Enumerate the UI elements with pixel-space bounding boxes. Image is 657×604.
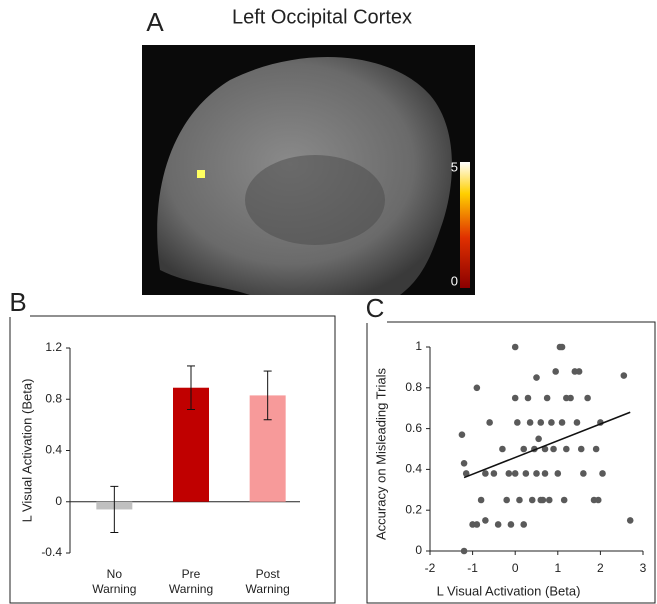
point [563,445,570,453]
point [458,431,466,439]
x-tick-label: 2 [597,561,604,575]
point [514,419,521,426]
point [507,521,515,528]
point [552,368,559,375]
x-tick-label: Post Warning [246,567,290,596]
panel-label: C [366,293,385,323]
point [548,419,555,426]
point [505,470,513,477]
point [499,445,506,453]
point [511,470,519,477]
point [541,470,549,477]
panel-label-bg [365,297,387,323]
point [473,521,481,528]
point [520,445,528,453]
point [563,394,570,402]
point [558,343,566,351]
x-tick-label: No Warning [92,567,136,596]
point [573,419,581,426]
point [626,517,634,524]
point [482,517,489,524]
y-tick-label: 0 [55,494,62,508]
point [473,384,481,392]
point [594,496,602,504]
point [620,372,628,379]
x-axis-label: L Visual Activation (Beta) [437,583,581,598]
point [526,419,534,426]
y-tick-label: 0 [415,543,422,557]
panel-title: Left Occipital Cortex [232,6,412,28]
point [537,419,545,426]
point [560,496,568,504]
y-tick-label: 1.2 [45,340,62,354]
panel-label: A [146,7,164,37]
point [592,445,600,453]
x-tick-label: 3 [640,561,647,575]
brain-structure [245,155,385,245]
y-axis-label: L Visual Activation (Beta) [19,379,34,523]
y-tick-label: 0.4 [405,462,422,476]
point [535,435,542,443]
panel-label: B [9,287,26,317]
point [503,496,510,504]
y-axis-label: Accuracy on Misleading Trials [373,368,388,540]
y-tick-label: 0.8 [405,380,422,394]
point [599,470,606,477]
point [558,419,566,426]
activation-spot [197,170,205,178]
point [511,394,519,402]
panel-b-frame [9,315,336,604]
x-tick-label: 1 [554,561,561,575]
point [482,470,489,477]
point [524,394,532,402]
point [477,496,485,504]
point [528,496,536,504]
x-tick-label: -2 [425,561,436,575]
point [545,496,553,504]
panel-label-bg [8,291,30,317]
point [486,419,493,426]
point [550,445,557,453]
x-tick-label: Pre Warning [169,567,213,596]
x-tick-label: 0 [512,561,519,575]
point [554,470,562,477]
point [522,470,530,477]
point [537,496,545,504]
colorbar-label: 5 [451,159,458,174]
y-tick-label: -0.4 [41,545,62,559]
y-tick-label: 0.2 [405,502,422,516]
point [462,470,470,477]
y-tick-label: 0.6 [405,421,422,435]
point [533,470,540,477]
point [494,521,502,528]
point [520,521,528,528]
x-tick-label: -1 [467,561,478,575]
point [460,547,468,555]
point [543,394,551,402]
point [460,459,468,467]
point [580,470,587,477]
y-tick-label: 0.4 [45,443,62,457]
point [516,496,523,504]
point [541,445,549,453]
y-tick-label: 1 [415,339,422,353]
colorbar [460,162,470,288]
panel-a: A Left Occipital Cortex [142,6,475,295]
colorbar-label: 0 [451,273,458,288]
trend-line [463,411,631,479]
point [575,368,583,375]
point [511,343,519,351]
panel-c-frame [366,321,656,604]
y-tick-label: 0.8 [45,391,62,405]
point [584,394,591,402]
point [490,470,498,477]
point [533,374,540,381]
point [577,445,585,453]
